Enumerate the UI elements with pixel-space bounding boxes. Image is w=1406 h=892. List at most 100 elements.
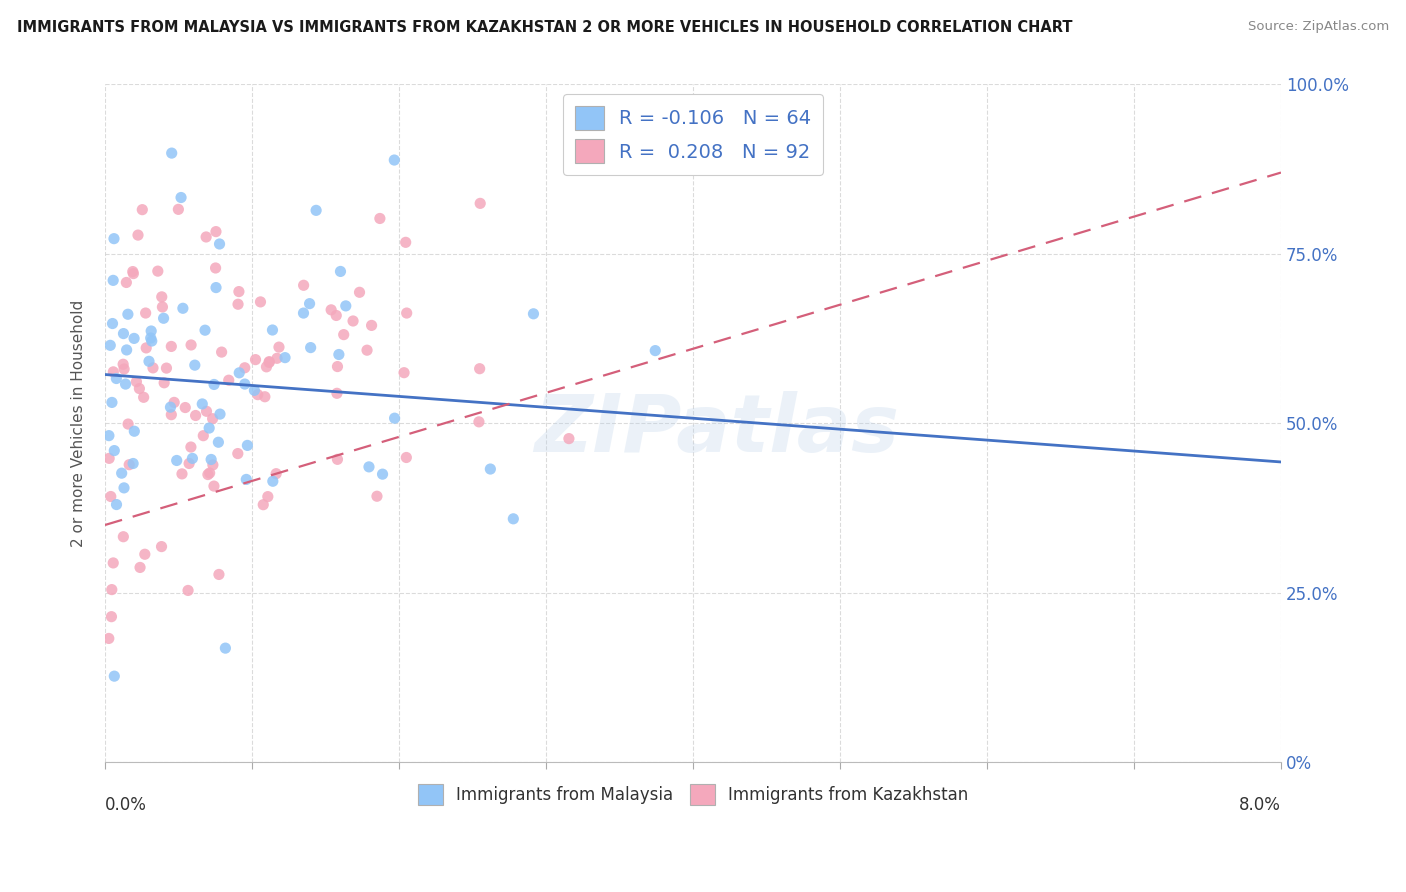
Point (233, 360, 256, 375)
Point (264, 467, 287, 481)
Point (292, 306, 315, 320)
Point (256, 359, 278, 374)
Point (105, 371, 128, 385)
Point (115, 276, 138, 290)
Point (249, 294, 271, 309)
Point (202, 479, 225, 493)
Point (122, 267, 145, 281)
Point (174, 401, 197, 415)
Point (112, 362, 135, 376)
Text: IMMIGRANTS FROM MALAYSIA VS IMMIGRANTS FROM KAZAKHSTAN 2 OR MORE VEHICLES IN HOU: IMMIGRANTS FROM MALAYSIA VS IMMIGRANTS F… (17, 20, 1073, 35)
Point (138, 354, 160, 368)
Point (146, 264, 169, 278)
Point (299, 341, 322, 355)
Point (135, 341, 157, 355)
Point (180, 338, 202, 352)
Text: 8.0%: 8.0% (1239, 796, 1281, 814)
Point (101, 582, 124, 597)
Point (112, 481, 135, 495)
Point (118, 458, 141, 472)
Point (262, 323, 284, 337)
Point (644, 343, 666, 358)
Point (479, 462, 502, 476)
Point (101, 273, 124, 287)
Point (211, 345, 233, 359)
Point (502, 512, 524, 526)
Point (122, 457, 145, 471)
Point (150, 540, 173, 554)
Point (328, 347, 350, 361)
Point (135, 306, 157, 320)
Point (101, 395, 124, 409)
Point (382, 153, 405, 167)
Point (105, 498, 128, 512)
Point (125, 375, 148, 389)
Point (349, 285, 371, 300)
Point (326, 386, 349, 401)
Point (208, 237, 231, 252)
Point (166, 453, 188, 467)
Point (117, 417, 139, 431)
Point (112, 326, 135, 341)
Point (356, 343, 378, 358)
Point (202, 377, 225, 392)
Point (103, 669, 125, 683)
Point (252, 498, 274, 512)
Point (117, 307, 139, 321)
Point (195, 230, 218, 244)
Point (360, 318, 382, 333)
Point (160, 408, 183, 422)
Point (208, 567, 231, 582)
Point (208, 407, 231, 421)
Point (205, 225, 228, 239)
Point (204, 260, 226, 275)
Point (228, 366, 250, 380)
Point (257, 355, 280, 369)
Point (326, 452, 349, 467)
Point (200, 452, 222, 467)
Point (201, 411, 224, 425)
Point (253, 390, 276, 404)
Point (245, 352, 267, 367)
Point (167, 202, 190, 217)
Point (170, 190, 193, 204)
Point (98, 338, 121, 352)
Point (233, 377, 256, 392)
Point (470, 196, 492, 211)
Point (305, 203, 328, 218)
Point (181, 451, 204, 466)
Point (392, 366, 415, 380)
Point (243, 384, 266, 398)
Point (198, 466, 221, 480)
Point (121, 264, 143, 278)
Point (246, 387, 269, 401)
Point (226, 297, 249, 311)
Point (98, 451, 121, 466)
Point (184, 358, 207, 372)
Point (100, 490, 122, 504)
Point (132, 390, 155, 404)
Point (124, 424, 146, 438)
Point (153, 376, 176, 390)
Point (111, 466, 134, 480)
Point (114, 377, 136, 392)
Point (292, 278, 315, 293)
Point (150, 290, 173, 304)
Point (366, 489, 388, 503)
Point (194, 323, 217, 337)
Point (371, 467, 394, 482)
Point (103, 443, 125, 458)
Point (468, 361, 491, 376)
Text: ZIPatlas: ZIPatlas (534, 391, 898, 469)
Y-axis label: 2 or more Vehicles in Household: 2 or more Vehicles in Household (72, 300, 86, 547)
Point (256, 490, 278, 504)
Point (139, 331, 162, 345)
Point (129, 560, 152, 574)
Point (160, 339, 183, 353)
Point (193, 428, 215, 442)
Point (228, 285, 250, 299)
Point (214, 641, 236, 656)
Point (127, 228, 149, 243)
Point (235, 472, 257, 486)
Legend: Immigrants from Malaysia, Immigrants from Kazakhstan: Immigrants from Malaysia, Immigrants fro… (411, 778, 974, 812)
